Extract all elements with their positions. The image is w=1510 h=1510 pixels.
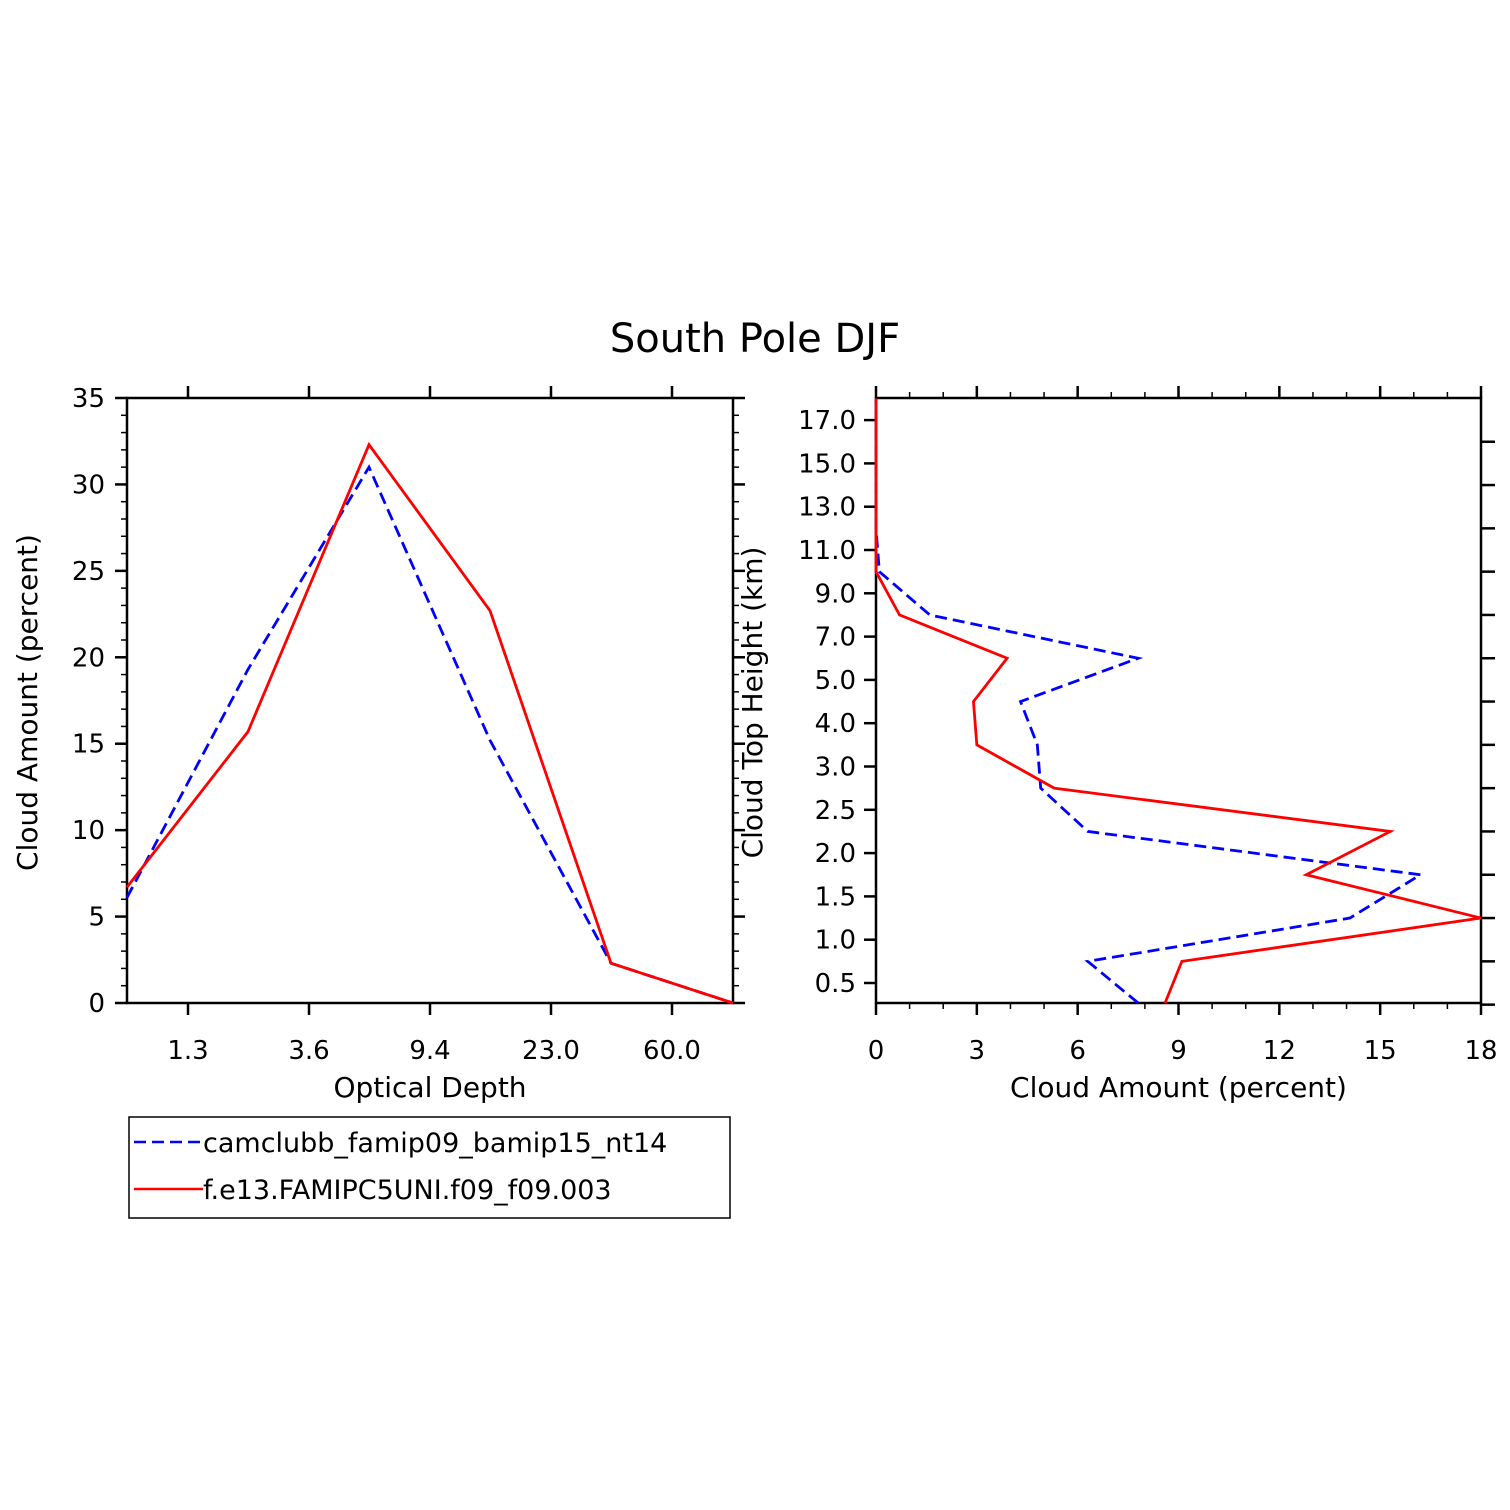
right-ytick-label: 1.5: [815, 882, 856, 912]
left-xtick-label: 1.3: [167, 1036, 208, 1066]
right-series-blue: [874, 398, 1425, 1005]
legend-label-red: f.e13.FAMIPC5UNI.f09_f09.003: [203, 1175, 612, 1206]
left-series-blue: [125, 464, 734, 1005]
right-xtick-label: 18: [1464, 1036, 1497, 1066]
right-ytick-label: 9.0: [815, 579, 856, 609]
right-ytick-label: 2.0: [815, 839, 856, 869]
right-ytick-label: 5.0: [815, 666, 856, 696]
optical-depth-panel: 0 5 10 15 20 25 30 35 1.3 3.6 9.4 23.0 60.0 Optical D…: [11, 384, 745, 1104]
right-ytick-label: 3.0: [815, 753, 856, 783]
left-xtick-label: 9.4: [409, 1036, 450, 1066]
right-ytick-label: 13.0: [798, 493, 856, 523]
left-plot-frame: [125, 396, 735, 1005]
left-xtick-label: 60.0: [643, 1036, 701, 1066]
right-ytick-label: 7.0: [815, 623, 856, 653]
left-ytick-label: 35: [72, 384, 105, 414]
right-xtick-label: 12: [1263, 1036, 1296, 1066]
left-ytick-label: 10: [72, 816, 105, 846]
right-xtick-label: 15: [1364, 1036, 1397, 1066]
legend: camclubb_famip09_bamip15_nt14 f.e13.FAMI…: [128, 1116, 731, 1219]
left-xtick-label: 3.6: [288, 1036, 329, 1066]
legend-label-blue: camclubb_famip09_bamip15_nt14: [203, 1128, 667, 1159]
right-plot-frame: [874, 396, 1483, 1005]
right-xtick-label: 9: [1170, 1036, 1187, 1066]
right-ylabel: Cloud Top Height (km): [736, 547, 769, 859]
right-ytick-label: 11.0: [798, 536, 856, 566]
figure-title: South Pole DJF: [610, 316, 900, 362]
left-ytick-label: 20: [72, 643, 105, 673]
left-series-red: [125, 441, 734, 1005]
left-ytick-label: 30: [72, 470, 105, 500]
legend-box: [128, 1116, 731, 1219]
left-ytick-label: 0: [88, 989, 105, 1019]
left-ytick-label: 5: [88, 903, 105, 933]
left-ylabel: Cloud Amount (percent): [11, 534, 44, 871]
right-xtick-label: 0: [868, 1036, 885, 1066]
left-ytick-label: 15: [72, 730, 105, 760]
right-ytick-label: 2.5: [815, 796, 856, 826]
cloud-height-panel: 0 3 6 9 12 15 18 0.5 1.0 1.5 2.0 2.5 3.0 4.0 5.0 7.0 9.0…: [736, 386, 1498, 1104]
right-xlabel: Cloud Amount (percent): [1010, 1071, 1347, 1104]
right-ytick-label: 17.0: [798, 406, 856, 436]
right-ytick-label: 4.0: [815, 709, 856, 739]
right-ytick-label: 1.0: [815, 926, 856, 956]
right-series-red: [874, 398, 1482, 1004]
right-xtick-label: 3: [969, 1036, 986, 1066]
right-ytick-label: 15.0: [798, 449, 856, 479]
left-ytick-label: 25: [72, 557, 105, 587]
left-xlabel: Optical Depth: [333, 1071, 526, 1104]
left-xtick-label: 23.0: [522, 1036, 580, 1066]
right-ytick-label: 0.5: [815, 969, 856, 999]
right-xtick-label: 6: [1069, 1036, 1086, 1066]
